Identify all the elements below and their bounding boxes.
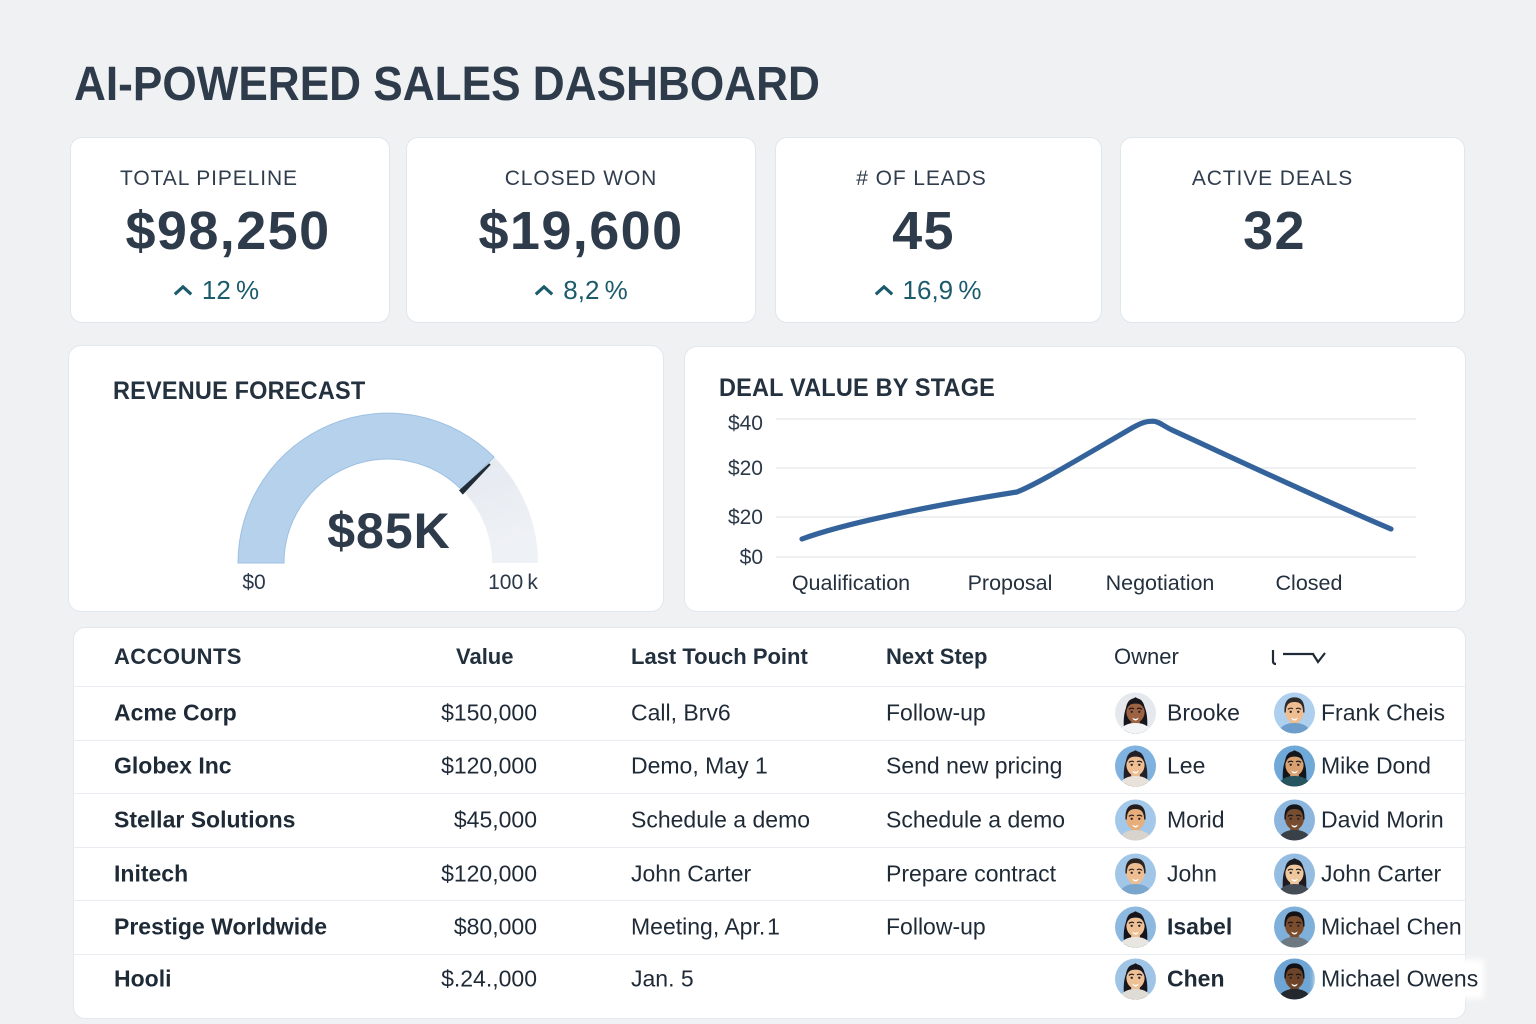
svg-text:$0: $0 [740,546,763,569]
svg-text:$0: $0 [242,571,265,594]
svg-text:Proposal: Proposal [968,571,1053,595]
svg-text:Qualification: Qualification [792,571,910,595]
svg-text:100 k: 100 k [488,571,538,594]
svg-text:$85K: $85K [327,503,451,559]
svg-text:$20: $20 [728,457,763,480]
svg-text:$20: $20 [728,506,763,529]
svg-text:Closed: Closed [1276,571,1343,595]
svg-text:Negotiation: Negotiation [1106,571,1215,595]
svg-text:$40: $40 [728,412,763,435]
